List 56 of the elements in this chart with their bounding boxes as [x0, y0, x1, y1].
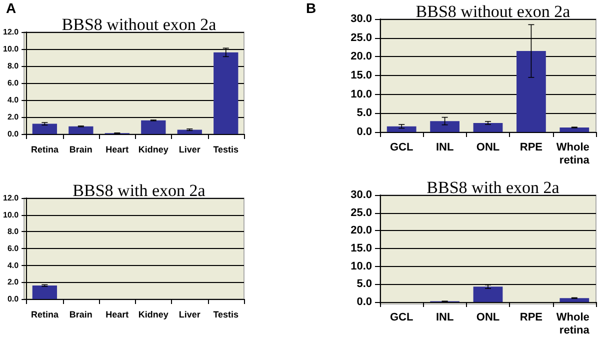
y-tick-label: 6.0 [7, 244, 20, 253]
x-tick-label: Heart [106, 144, 129, 154]
x-tick-label: Liver [178, 144, 201, 154]
text: A [6, 0, 16, 16]
y-tick-label: 20.0 [350, 50, 372, 63]
y-tick-label: 5.0 [356, 278, 372, 290]
x-tick-label: INL [436, 142, 454, 154]
x-tick-label: Kidney [138, 310, 168, 320]
x-tick-label: GCL [390, 142, 414, 154]
chart-title: BBS8 with exon 2a [72, 181, 206, 200]
y-tick-label: 20.0 [350, 224, 372, 237]
x-tick-label: Testis [213, 144, 239, 154]
y-tick-label: 4.0 [7, 96, 20, 104]
x-tick-label: Testis [213, 310, 239, 320]
y-tick-label: 12.0 [2, 28, 20, 36]
y-tick-label: 4.0 [7, 260, 20, 270]
x-tick-label: ONL [476, 312, 500, 324]
text: B [306, 0, 316, 16]
y-tick-label: 0.0 [356, 296, 372, 308]
x-tick-label: ONL [476, 142, 500, 154]
x-tick-label: Brain [69, 310, 92, 320]
x-tick-label: Retina [30, 310, 60, 320]
x-tick-label: INL [436, 312, 454, 324]
y-tick-label: 25.0 [350, 206, 372, 219]
chart-title: BBS8 with exon 2a [426, 178, 560, 197]
y-tick-label: 12.0 [2, 194, 20, 202]
x-tick-label: Whole retina [556, 312, 592, 336]
y-tick-label: 2.0 [7, 112, 20, 122]
chart-title: BBS8 without exon 2a [416, 2, 571, 21]
x-tick-label: Whole retina [556, 142, 592, 166]
x-tick-label: Retina [30, 144, 60, 154]
y-tick-label: 0.0 [7, 294, 20, 304]
x-tick-label: RPE [520, 312, 543, 324]
y-tick-label: 25.0 [350, 32, 372, 44]
x-tick-label: Brain [69, 144, 92, 154]
y-tick-label: 10.0 [350, 88, 372, 100]
y-tick-label: 6.0 [7, 78, 20, 88]
x-tick-label: Kidney [138, 144, 168, 154]
y-tick-label: 10.0 [2, 44, 20, 54]
x-tick-label: RPE [520, 142, 543, 154]
y-tick-label: 8.0 [7, 227, 20, 236]
y-tick-label: 10.0 [350, 260, 372, 272]
y-tick-label: 0.0 [7, 130, 20, 138]
y-tick-label: 30.0 [350, 13, 372, 25]
y-tick-label: 8.0 [7, 62, 20, 70]
y-tick-label: 10.0 [2, 210, 20, 220]
y-tick-label: 2.0 [7, 278, 20, 287]
y-tick-label: 5.0 [356, 107, 372, 120]
x-tick-label: Liver [178, 310, 201, 320]
y-tick-label: 15.0 [350, 70, 372, 82]
y-tick-label: 30.0 [350, 189, 372, 201]
x-tick-label: Heart [106, 310, 129, 320]
y-tick-label: 0.0 [356, 126, 372, 138]
x-tick-label: GCL [390, 312, 414, 324]
y-tick-label: 15.0 [350, 242, 372, 254]
chart-title: BBS8 without exon 2a [62, 15, 217, 34]
